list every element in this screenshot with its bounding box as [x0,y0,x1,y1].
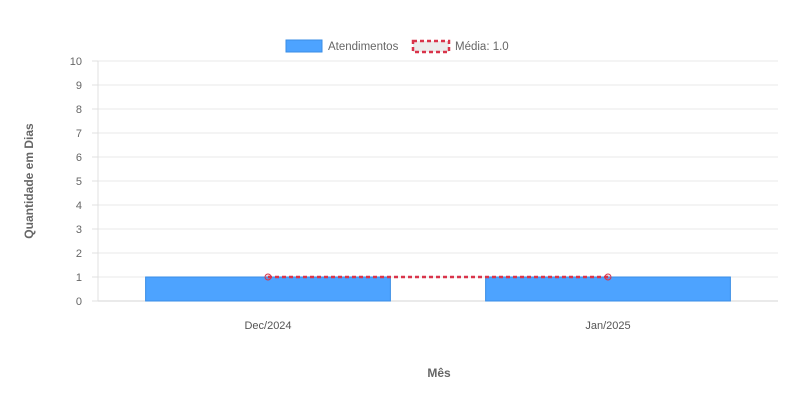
y-tick-label: 5 [76,176,82,188]
y-tick-label: 8 [76,104,82,116]
average-line [264,273,612,281]
x-axis-title: Mês [427,366,451,380]
x-axis-ticks: Dec/2024 Jan/2025 [244,320,630,332]
y-tick-label: 6 [76,152,82,164]
legend-label-bars: Atendimentos [328,41,399,53]
y-tick-label: 3 [76,224,82,236]
x-tick-label: Dec/2024 [244,320,291,332]
average-point[interactable] [264,273,272,281]
legend-swatch-average [411,39,451,54]
legend-item-average[interactable]: Média: 1.0 [411,39,509,54]
y-axis-title: Quantidade em Dias [22,123,36,239]
y-tick-label: 2 [76,248,82,260]
bars [145,276,731,302]
y-tick-label: 10 [70,56,82,68]
y-axis-ticks: 0 1 2 3 4 5 6 7 8 9 10 [70,56,82,308]
y-tick-label: 7 [76,128,82,140]
bar[interactable] [145,276,391,302]
legend-swatch-bars [285,39,323,53]
y-tick-label: 4 [76,200,82,212]
x-tick-label: Jan/2025 [585,320,630,332]
legend-label-average: Média: 1.0 [455,41,509,53]
y-tick-label: 0 [76,296,82,308]
y-tick-label: 9 [76,80,82,92]
y-tick-label: 1 [76,272,82,284]
legend: Atendimentos Média: 1.0 [285,39,509,54]
average-point[interactable] [604,273,612,281]
bar[interactable] [485,276,731,302]
legend-item-bars[interactable]: Atendimentos [285,39,399,53]
grid [92,60,778,302]
